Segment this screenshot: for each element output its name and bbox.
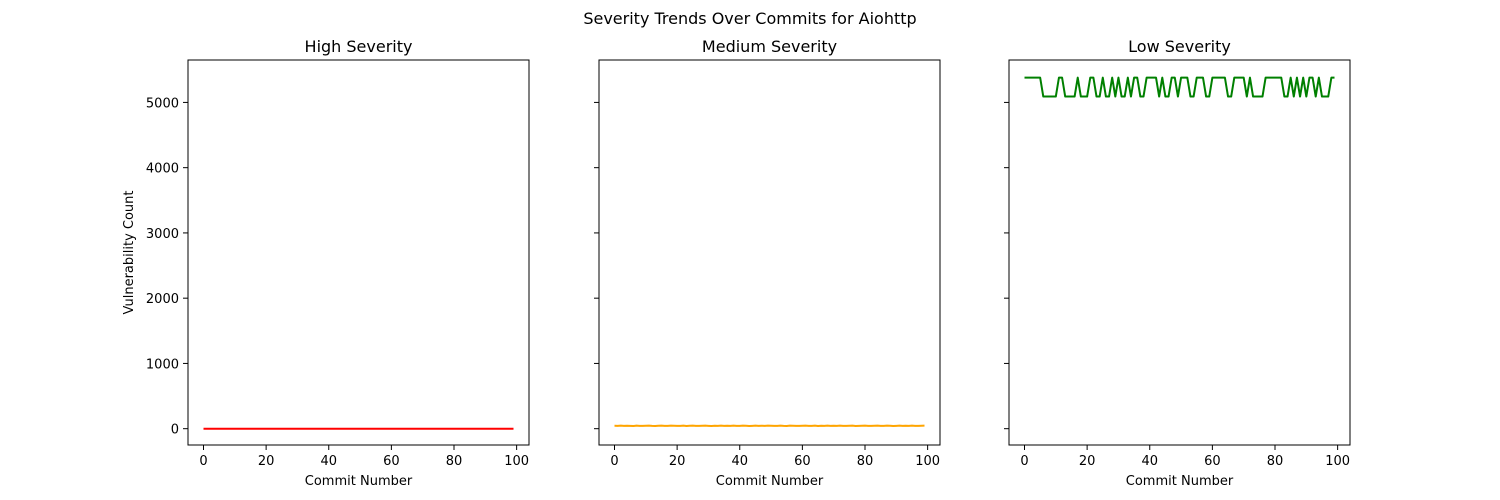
figure-title: Severity Trends Over Commits for Aiohttp xyxy=(583,9,916,28)
y-tick-label: 0 xyxy=(171,423,179,438)
x-tick-label: 40 xyxy=(320,454,337,469)
x-tick-label: 0 xyxy=(610,454,618,469)
axes-frame xyxy=(598,59,941,446)
x-tick-label: 60 xyxy=(1204,454,1221,469)
x-tick-label: 40 xyxy=(731,454,748,469)
axes-frame xyxy=(1008,59,1351,446)
x-tick-label: 20 xyxy=(669,454,686,469)
subplot-title: High Severity xyxy=(305,37,413,56)
x-tick-label: 20 xyxy=(1079,454,1096,469)
x-tick-label: 60 xyxy=(383,454,400,469)
x-tick-label: 100 xyxy=(1325,454,1350,469)
subplot-2: 0 20 40 60 80 100 Medium Severity Commit Number xyxy=(594,37,941,489)
y-tick-label: 4000 xyxy=(146,162,179,177)
x-axis-label: Commit Number xyxy=(716,474,824,489)
axes-frame xyxy=(187,59,530,446)
subplot-title: Low Severity xyxy=(1128,37,1231,56)
y-tick-label: 3000 xyxy=(146,227,179,242)
x-tick-label: 0 xyxy=(199,454,207,469)
x-tick-label: 80 xyxy=(1267,454,1284,469)
x-tick-label: 0 xyxy=(1020,454,1028,469)
y-tick-label: 1000 xyxy=(146,357,179,372)
x-tick-label: 20 xyxy=(258,454,275,469)
x-tick-label: 80 xyxy=(857,454,874,469)
y-axis-label: Vulnerability Count xyxy=(122,190,137,314)
x-tick-label: 40 xyxy=(1141,454,1158,469)
subplot-title: Medium Severity xyxy=(702,37,837,56)
x-tick-label: 100 xyxy=(915,454,940,469)
y-tick-label: 5000 xyxy=(146,96,179,111)
series-line-3-1 xyxy=(1024,76,1335,98)
subplot-3: 0 20 40 60 80 100 Low Severity Commit Number xyxy=(1004,37,1351,489)
x-axis-label: Commit Number xyxy=(305,474,413,489)
x-axis-label: Commit Number xyxy=(1126,474,1234,489)
x-tick-label: 60 xyxy=(794,454,811,469)
y-tick-label: 2000 xyxy=(146,292,179,307)
x-tick-label: 80 xyxy=(446,454,463,469)
x-tick-label: 100 xyxy=(504,454,529,469)
